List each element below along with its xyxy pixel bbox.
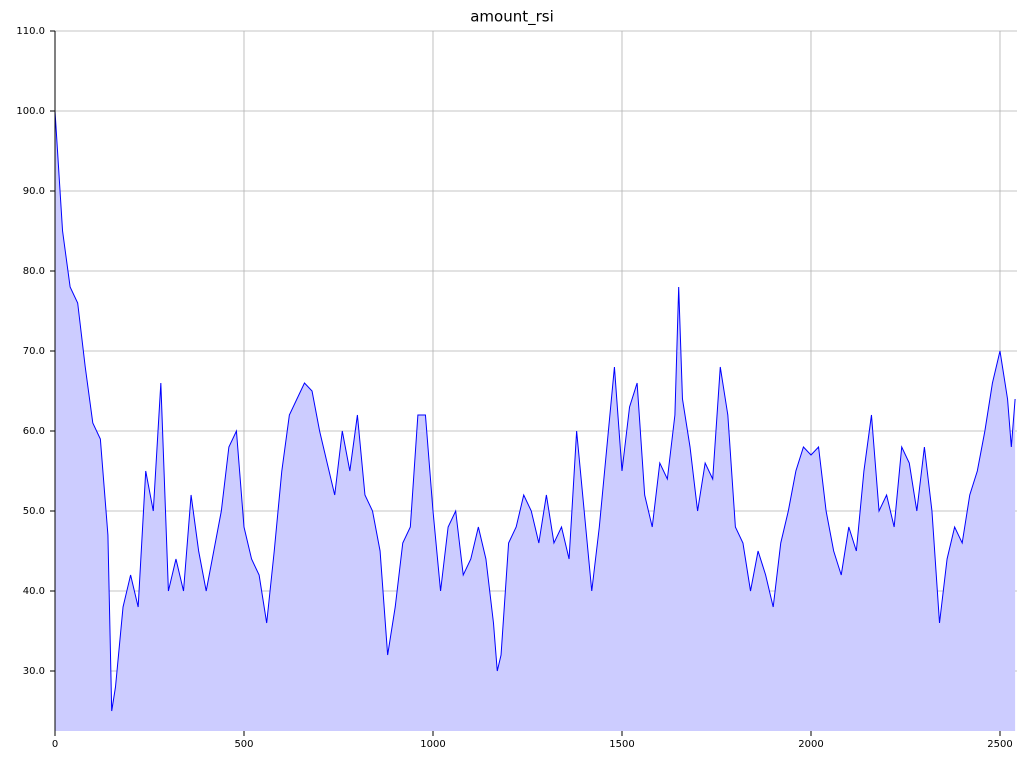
x-tick-label: 1500 — [609, 739, 634, 750]
y-tick-label: 80.0 — [23, 266, 45, 277]
line — [54, 110, 1016, 712]
area — [55, 111, 1016, 731]
y-tick-label: 100.0 — [16, 106, 45, 117]
y-tick-label: 110.0 — [16, 26, 45, 37]
y-tick-label: 90.0 — [23, 186, 45, 197]
y-tick-label: 30.0 — [23, 666, 45, 677]
x-tick-label: 0 — [52, 739, 58, 750]
x-tick-label: 1000 — [420, 739, 445, 750]
chart-title: amount_rsi — [470, 8, 554, 27]
y-tick-label: 70.0 — [23, 346, 45, 357]
y-tick-label: 40.0 — [23, 586, 45, 597]
x-tick-label: 2000 — [798, 739, 823, 750]
y-tick-label: 50.0 — [23, 506, 45, 517]
y-tick-label: 60.0 — [23, 426, 45, 437]
x-tick-label: 500 — [234, 739, 253, 750]
x-tick-label: 2500 — [987, 739, 1012, 750]
